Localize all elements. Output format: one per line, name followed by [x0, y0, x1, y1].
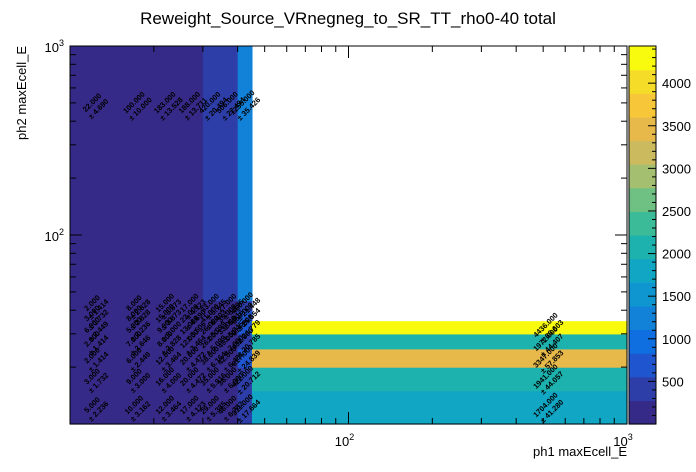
heatmap-cell: [119, 348, 155, 368]
color-scale-swatch: [629, 235, 656, 260]
heatmap-cell: [237, 390, 253, 425]
heatmap-cell: [237, 300, 253, 311]
y-tick-label: 103: [45, 38, 64, 55]
heatmap-cell: [153, 321, 182, 335]
heatmap-cells: [70, 46, 628, 425]
heatmap-cell: [237, 348, 253, 368]
z-tick-label: 3500: [662, 119, 691, 134]
color-scale-swatch: [629, 164, 656, 189]
color-scale-swatch: [629, 329, 656, 354]
heatmap-cell: [221, 310, 239, 322]
heatmap-cell: [180, 348, 204, 368]
heatmap-cell: [119, 390, 155, 425]
heatmap-cell: [180, 390, 204, 425]
color-scale-swatch: [629, 305, 656, 331]
heatmap-cell: [180, 46, 204, 302]
z-tick-label: 3000: [662, 161, 691, 176]
heatmap-cell: [221, 367, 239, 392]
heatmap-cell: [119, 321, 155, 335]
color-scale-swatch: [629, 353, 656, 378]
color-scale-swatch: [629, 69, 656, 94]
x-tick-label: 103: [613, 432, 632, 449]
color-scale-swatch: [629, 258, 656, 283]
heatmap-cell: [119, 333, 155, 350]
x-tick-label: 102: [335, 432, 354, 449]
heatmap-cell: [153, 46, 182, 302]
z-tick-label: 1500: [662, 289, 691, 304]
y-axis-label: ph2 maxEcell_E: [14, 46, 29, 140]
heatmap-cell: [202, 333, 223, 350]
color-scale-swatch: [629, 187, 656, 212]
color-scale-swatch: [629, 400, 656, 425]
color-scale-swatch: [629, 46, 656, 71]
heatmap-cell: [180, 310, 204, 322]
heatmap-cell: [202, 390, 223, 425]
heatmap-cell: [237, 367, 253, 392]
color-scale-swatch: [629, 93, 656, 118]
heatmap-cell: [202, 367, 223, 392]
heatmap-cell: [202, 321, 223, 335]
heatmap-cell: [180, 321, 204, 335]
heatmap-cell: [180, 367, 204, 392]
heatmap-cell: [70, 46, 120, 302]
y-tick-label: 102: [45, 227, 64, 244]
heatmap-cell: [153, 348, 182, 368]
cell-label-group: 12.000± 3.464: [178, 328, 208, 358]
heatmap-cell: [237, 321, 253, 335]
color-scale-swatch: [629, 282, 656, 307]
heatmap-cell: [70, 390, 120, 425]
color-scale: 500 1000 1500 2000 2500 3000 3500 4000: [628, 45, 691, 425]
heatmap-cell: [119, 46, 155, 302]
heatmap-cell: [119, 367, 155, 392]
heatmap-cell: [251, 321, 628, 335]
color-scale-swatch: [629, 140, 656, 165]
heatmap-cell: [180, 300, 204, 311]
heatmap-cell: [221, 333, 239, 350]
heatmap-cell: [153, 333, 182, 350]
color-scale-swatch: [629, 211, 656, 236]
heatmap-cell: [221, 300, 239, 311]
axes: 102 103 102 103: [45, 38, 633, 449]
heatmap-cell: [251, 333, 628, 350]
heatmap-cell: [237, 46, 253, 302]
chart-title: Reweight_Source_VRnegneg_to_SR_TT_rho0-4…: [140, 9, 556, 28]
z-tick-label: 1000: [662, 332, 691, 347]
heatmap-cell: [251, 367, 628, 392]
heatmap-cell: [153, 367, 182, 392]
heatmap-cell: [202, 348, 223, 368]
z-tick-label: 2000: [662, 247, 691, 262]
heatmap-cell: [70, 333, 120, 350]
heatmap-cell: [180, 333, 204, 350]
heatmap-cell: [70, 321, 120, 335]
heatmap-cell: [153, 300, 182, 311]
heatmap-cell: [237, 333, 253, 350]
z-tick-label: 2500: [662, 204, 691, 219]
heatmap-cell: [221, 321, 239, 335]
heatmap-cell: [221, 46, 239, 302]
heatmap-cell: [119, 310, 155, 322]
x-axis-label: ph1 maxEcell_E: [533, 444, 627, 459]
heatmap-cell: [153, 310, 182, 322]
heatmap-cell: [237, 310, 253, 322]
color-scale-swatch: [629, 116, 656, 142]
z-tick-label: 4000: [662, 76, 691, 91]
heatmap-cell: [251, 390, 628, 425]
color-scale-swatch: [629, 376, 656, 401]
z-tick-label: 500: [662, 374, 684, 389]
heatmap-cell: [202, 46, 223, 302]
heatmap-cell: [221, 348, 239, 368]
heatmap-cell: [221, 390, 239, 425]
heatmap-cell: [202, 300, 223, 311]
heatmap-cell: [202, 310, 223, 322]
heatmap-cell: [153, 390, 182, 425]
heatmap-cell: [70, 367, 120, 392]
heatmap-cell: [70, 348, 120, 368]
heatmap-cell: [70, 300, 120, 311]
heatmap-cell: [70, 310, 120, 322]
heatmap-cell: [251, 348, 628, 368]
heatmap-cell: [119, 300, 155, 311]
color-scale-frame: [628, 45, 657, 425]
